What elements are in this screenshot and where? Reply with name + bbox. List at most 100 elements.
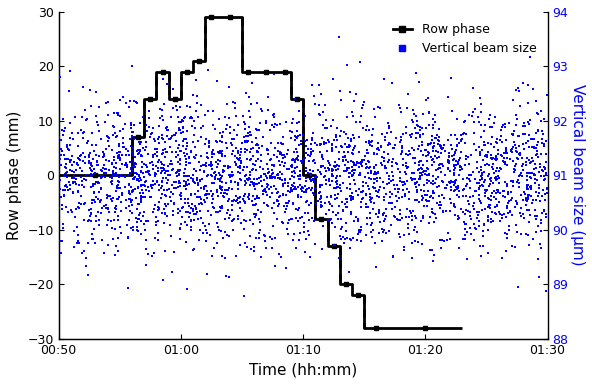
Vertical beam size bbox=[139, 209, 149, 215]
Vertical beam size bbox=[141, 245, 150, 252]
Vertical beam size bbox=[272, 197, 281, 203]
Vertical beam size bbox=[368, 138, 377, 144]
Vertical beam size bbox=[178, 117, 187, 123]
Vertical beam size bbox=[176, 119, 186, 125]
Vertical beam size bbox=[291, 157, 300, 163]
Vertical beam size bbox=[181, 156, 191, 162]
Vertical beam size bbox=[368, 234, 377, 240]
Vertical beam size bbox=[127, 197, 136, 203]
Vertical beam size bbox=[88, 232, 97, 238]
Vertical beam size bbox=[140, 182, 149, 188]
Vertical beam size bbox=[102, 192, 111, 198]
Vertical beam size bbox=[356, 238, 366, 244]
Vertical beam size bbox=[411, 184, 421, 190]
Vertical beam size bbox=[474, 218, 484, 224]
Vertical beam size bbox=[269, 152, 279, 158]
Vertical beam size bbox=[107, 178, 117, 184]
Vertical beam size bbox=[150, 206, 159, 212]
Vertical beam size bbox=[270, 175, 279, 181]
Vertical beam size bbox=[59, 192, 69, 198]
Vertical beam size bbox=[335, 88, 345, 94]
Vertical beam size bbox=[514, 180, 523, 187]
Vertical beam size bbox=[295, 182, 305, 188]
Vertical beam size bbox=[453, 159, 463, 165]
Point bbox=[207, 14, 216, 20]
Vertical beam size bbox=[533, 192, 542, 199]
Vertical beam size bbox=[327, 144, 336, 151]
Vertical beam size bbox=[213, 139, 222, 145]
Vertical beam size bbox=[456, 155, 465, 161]
Vertical beam size bbox=[336, 188, 346, 194]
Vertical beam size bbox=[306, 178, 316, 184]
Vertical beam size bbox=[414, 142, 424, 149]
Vertical beam size bbox=[94, 121, 103, 127]
Vertical beam size bbox=[136, 139, 146, 145]
Vertical beam size bbox=[503, 231, 512, 237]
Vertical beam size bbox=[417, 218, 426, 224]
Vertical beam size bbox=[144, 251, 153, 257]
Vertical beam size bbox=[427, 157, 437, 163]
Vertical beam size bbox=[536, 245, 546, 251]
Vertical beam size bbox=[276, 151, 286, 157]
Vertical beam size bbox=[162, 187, 172, 194]
Vertical beam size bbox=[157, 179, 167, 185]
Vertical beam size bbox=[170, 200, 179, 207]
Vertical beam size bbox=[134, 173, 144, 179]
Vertical beam size bbox=[378, 154, 387, 160]
Vertical beam size bbox=[460, 226, 469, 232]
Vertical beam size bbox=[321, 117, 331, 123]
Vertical beam size bbox=[290, 133, 300, 139]
Vertical beam size bbox=[109, 110, 118, 116]
Vertical beam size bbox=[131, 170, 141, 176]
Vertical beam size bbox=[249, 211, 259, 217]
Vertical beam size bbox=[130, 175, 139, 182]
Vertical beam size bbox=[249, 166, 258, 172]
Vertical beam size bbox=[202, 230, 212, 236]
Vertical beam size bbox=[178, 214, 187, 220]
Vertical beam size bbox=[297, 184, 306, 190]
Point bbox=[91, 172, 100, 178]
Vertical beam size bbox=[387, 222, 396, 228]
Vertical beam size bbox=[494, 180, 503, 186]
Vertical beam size bbox=[354, 172, 363, 178]
Vertical beam size bbox=[533, 223, 543, 229]
Vertical beam size bbox=[143, 169, 153, 175]
Vertical beam size bbox=[114, 179, 124, 185]
Vertical beam size bbox=[235, 199, 244, 205]
Vertical beam size bbox=[342, 228, 351, 234]
Vertical beam size bbox=[302, 178, 311, 184]
Vertical beam size bbox=[240, 225, 249, 232]
Vertical beam size bbox=[210, 175, 220, 182]
Vertical beam size bbox=[420, 189, 429, 195]
Vertical beam size bbox=[153, 230, 163, 236]
Vertical beam size bbox=[292, 156, 301, 162]
Vertical beam size bbox=[75, 165, 85, 171]
Vertical beam size bbox=[268, 111, 277, 118]
Vertical beam size bbox=[56, 151, 66, 157]
Vertical beam size bbox=[284, 147, 293, 153]
Vertical beam size bbox=[185, 160, 195, 166]
Vertical beam size bbox=[175, 225, 184, 231]
Vertical beam size bbox=[179, 124, 188, 131]
Vertical beam size bbox=[89, 166, 99, 172]
Vertical beam size bbox=[207, 162, 216, 169]
Vertical beam size bbox=[486, 197, 496, 203]
Vertical beam size bbox=[358, 125, 368, 131]
Vertical beam size bbox=[529, 158, 538, 164]
Vertical beam size bbox=[530, 207, 539, 214]
Vertical beam size bbox=[172, 172, 181, 179]
Vertical beam size bbox=[217, 151, 227, 157]
Vertical beam size bbox=[218, 166, 228, 172]
Vertical beam size bbox=[349, 177, 359, 183]
Vertical beam size bbox=[301, 175, 310, 181]
Vertical beam size bbox=[186, 217, 196, 223]
Vertical beam size bbox=[207, 173, 217, 179]
Vertical beam size bbox=[327, 220, 337, 226]
Vertical beam size bbox=[85, 165, 95, 171]
Vertical beam size bbox=[394, 186, 404, 192]
Vertical beam size bbox=[176, 130, 186, 136]
Vertical beam size bbox=[513, 228, 522, 235]
Vertical beam size bbox=[295, 168, 304, 174]
Vertical beam size bbox=[513, 284, 523, 290]
Vertical beam size bbox=[185, 154, 194, 160]
